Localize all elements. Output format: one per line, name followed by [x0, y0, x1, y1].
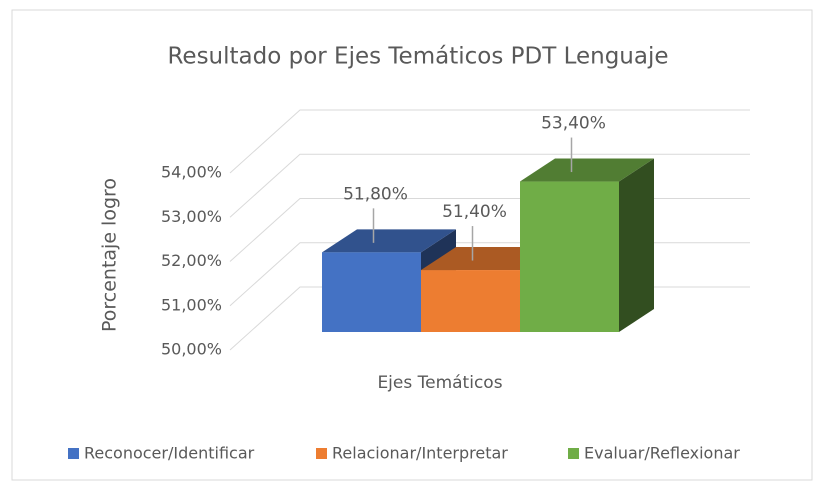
y-tick-label: 52,00%	[161, 251, 222, 270]
legend-label: Relacionar/Interpretar	[332, 444, 508, 463]
x-axis-title: Ejes Temáticos	[377, 373, 502, 393]
bar-front	[520, 181, 619, 332]
grid-line	[229, 109, 750, 174]
y-tick-label: 51,00%	[161, 295, 222, 314]
y-axis-title: Porcentaje logro	[99, 178, 121, 332]
data-label: 51,40%	[442, 202, 507, 222]
legend-swatch	[316, 448, 327, 459]
y-tick-label: 53,00%	[161, 207, 222, 226]
data-label: 53,40%	[541, 114, 606, 134]
grid-line	[229, 153, 750, 218]
legend-label: Evaluar/Reflexionar	[584, 444, 740, 463]
chart-border	[11, 9, 813, 481]
y-tick-label: 54,00%	[161, 163, 222, 182]
chart-title: Resultado por Ejes Temáticos PDT Lenguaj…	[167, 44, 668, 70]
bar-top	[322, 229, 456, 253]
legend-swatch	[568, 448, 579, 459]
bar-side	[619, 158, 654, 332]
y-tick-label: 50,00%	[161, 340, 222, 359]
data-label: 51,80%	[343, 184, 408, 204]
bar-front	[421, 270, 520, 332]
legend-label: Reconocer/Identificar	[84, 444, 255, 463]
bar-front	[322, 252, 421, 332]
bar-top	[520, 158, 654, 182]
bar	[520, 158, 654, 332]
legend-swatch	[68, 448, 79, 459]
